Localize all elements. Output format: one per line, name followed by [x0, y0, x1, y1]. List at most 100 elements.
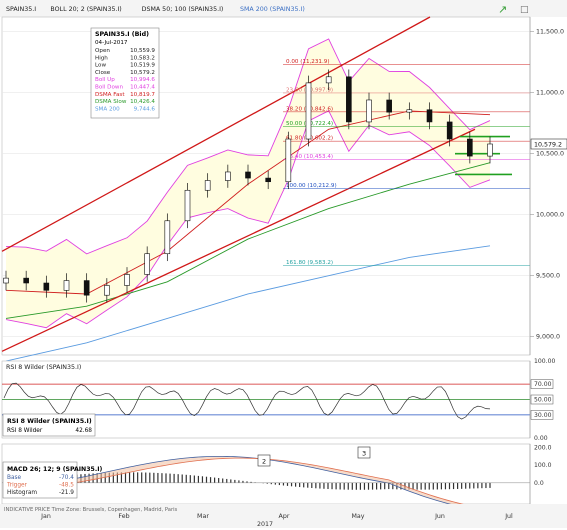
price-tick-label-5: 9,000.0 — [536, 334, 560, 341]
rsi-tick-label-0: 100.00 — [534, 358, 555, 365]
legend-row-label-8: SMA 200 — [95, 106, 120, 112]
legend-row-label-3: Close — [95, 70, 111, 76]
candle-body-10[interactable] — [204, 180, 211, 191]
rsi-tick-box-1 — [530, 379, 554, 389]
bollinger-upper-line — [5, 38, 491, 255]
macd-row-value-2: -21.9 — [59, 490, 74, 496]
macd-tick-label-2: 0.0 — [534, 480, 544, 487]
fib-label-5: 76.40 (10,453.4) — [286, 154, 333, 160]
rsi-box-title: RSI 8 Wilder (SPAIN35.I) — [7, 418, 92, 425]
price-tick-label-3: 10,000.0 — [536, 212, 564, 219]
legend-row-label-7: DSMA Slow — [95, 99, 127, 105]
candle-body-8[interactable] — [164, 220, 171, 255]
macd-value-frame — [2, 461, 78, 499]
fib-label-0: 0.00 (11,231.9) — [286, 59, 330, 65]
legend-row-value-5: 10,447.4 — [130, 85, 155, 91]
candle-body-1[interactable] — [23, 277, 29, 284]
candle-body-24[interactable] — [487, 143, 493, 157]
rsi-box-label: RSI 8 Wilder — [7, 428, 43, 434]
candle-body-19[interactable] — [386, 99, 392, 113]
rsi-value-box: RSI 8 Wilder (SPAIN35.I) RSI 8 Wilder 42… — [2, 413, 96, 437]
legend-row-label-2: Low — [95, 63, 106, 69]
candle-body-5[interactable] — [104, 285, 110, 296]
rsi-value-frame — [2, 413, 96, 437]
macd-base-line — [3, 455, 491, 513]
candle-body-20[interactable] — [406, 109, 413, 113]
candle-body-18[interactable] — [366, 99, 372, 123]
macd-box-title: MACD 26; 12; 9 (SPAIN35.I) — [7, 466, 102, 473]
macd-trigger-line — [3, 457, 491, 510]
candle-body-16[interactable] — [325, 76, 332, 84]
month-label-4: May — [351, 513, 364, 520]
header-indicator-0: SPAIN35.I — [6, 6, 36, 13]
macd-annotation-label-0: 2 — [262, 458, 266, 466]
legend-row-label-6: DSMA Fast — [95, 92, 125, 98]
macd-fill-area — [4, 456, 490, 513]
legend-row-label-1: High — [95, 55, 108, 61]
macd-value-box: MACD 26; 12; 9 (SPAIN35.I) Base -70.4 Trig… — [2, 461, 102, 499]
candle-body-13[interactable] — [265, 177, 271, 183]
header-bar: SPAIN35.I BOLL 20; 2 (SPAIN35.I) DSMA 50; … — [0, 0, 567, 17]
legend-row-value-4: 10,994.6 — [130, 77, 155, 83]
fib-label-7: 161.80 (9,583.2) — [286, 260, 333, 266]
legend-row-label-4: Boll Up — [95, 77, 115, 83]
macd-row-label-2: Histogram — [7, 490, 37, 496]
info-legend-title: SPAIN35.I (Bid) — [95, 31, 149, 38]
candle-body-14[interactable] — [285, 138, 292, 183]
candle-body-12[interactable] — [245, 171, 251, 179]
macd-row-label-1: Trigger — [6, 483, 28, 489]
candle-body-11[interactable] — [225, 171, 231, 181]
footer-source-text: INDICATIVE PRICE Time Zone: Brussels, Co… — [4, 507, 178, 513]
macd-row-value-0: -70.4 — [59, 475, 74, 481]
rsi-tick-label-2: 50.00 — [534, 397, 552, 404]
trend-arrow-icon: ↗ — [498, 3, 507, 16]
candle-body-23[interactable] — [467, 138, 473, 157]
legend-row-value-1: 10,583.2 — [130, 55, 155, 61]
legend-row-label-5: Boll Down — [95, 85, 123, 91]
channel-lower-line — [1, 128, 476, 352]
candle-body-6[interactable] — [124, 274, 130, 286]
candle-body-22[interactable] — [446, 121, 453, 140]
candle-body-9[interactable] — [184, 189, 191, 222]
candle-body-4[interactable] — [83, 280, 90, 296]
macd-tick-label-1: 100.0 — [534, 462, 552, 469]
macd-annotation-box-1 — [357, 446, 371, 459]
rsi-tick-label-3: 30.00 — [534, 412, 552, 419]
candle-body-15[interactable] — [305, 82, 312, 140]
macd-tick-label-0: 200.0 — [534, 445, 552, 452]
macd-row-label-0: Base — [7, 475, 22, 481]
header-indicator-2: DSMA 50; 100 (SPAIN35.I) — [142, 6, 224, 13]
channel-upper-line — [1, 16, 431, 252]
current-price-marker — [530, 138, 567, 150]
candle-body-7[interactable] — [144, 253, 150, 275]
candle-body-2[interactable] — [43, 282, 50, 291]
fib-label-6: 100.00 (10,212.9) — [286, 183, 337, 189]
legend-row-label-0: Open — [95, 48, 110, 54]
month-label-2: Mar — [197, 513, 209, 520]
macd-rows: Base -70.4 Trigger -48.5 Histogram -21.9 — [6, 475, 74, 496]
rsi-title: RSI 8 Wilder (SPAIN35.I) — [6, 364, 81, 371]
info-legend-rows: Open 10,559.9 High 10,583.2 Low 10,519.9 Close… — [95, 48, 155, 112]
current-price-label: 10,579.2 — [534, 142, 562, 149]
rsi-tick-box-3 — [530, 410, 554, 420]
footer-strip — [0, 504, 567, 528]
month-label-5: Jun — [434, 513, 445, 520]
info-legend-frame — [90, 27, 160, 119]
candle-body-0[interactable] — [3, 277, 9, 284]
candle-body-21[interactable] — [426, 109, 433, 123]
price-tick-label-0: 11,500.0 — [536, 29, 564, 36]
main-panel[interactable]: 0.00 (11,231.9)23.60 (10,997.9)38.20 (10… — [1, 16, 567, 362]
candle-body-17[interactable] — [346, 76, 352, 123]
legend-row-value-3: 10,579.2 — [130, 70, 155, 76]
macd-panel[interactable]: 2 3 200.0 100.0 0.0 — [1, 443, 552, 513]
bollinger-lower-line — [5, 110, 491, 329]
price-tick-label-4: 9,500.0 — [536, 273, 560, 280]
ma-line-dsma-slow — [5, 162, 491, 319]
candle-body-3[interactable] — [63, 280, 70, 291]
macd-row-value-1: -48.5 — [59, 483, 74, 489]
info-legend-date: 04-Jul-2017 — [95, 40, 128, 46]
macd-plot-area — [1, 443, 531, 505]
maximize-icon: □ — [520, 5, 529, 15]
